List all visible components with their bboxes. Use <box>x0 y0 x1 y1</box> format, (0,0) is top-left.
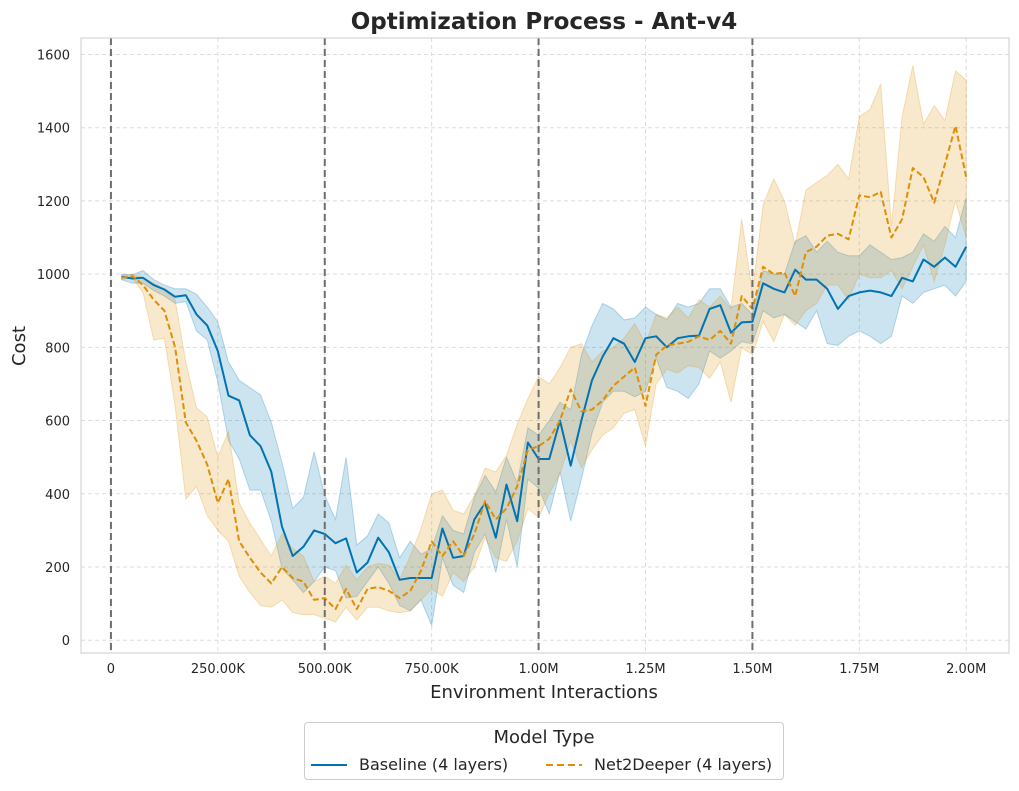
x-tick-label-2: 500.00K <box>298 662 352 677</box>
y-tick-label-0: 0 <box>62 634 70 649</box>
x-tick-labels: 0 250.00K 500.00K 750.00K 1.00M 1.25M 1.50M 1.7… <box>107 662 987 677</box>
x-tick-label-4: 1.00M <box>518 662 558 677</box>
chart-title: Optimization Process - Ant-v4 <box>351 9 738 35</box>
x-tick-label-0: 0 <box>107 662 115 677</box>
x-tick-label-3: 750.00K <box>405 662 459 677</box>
y-tick-label-2: 400 <box>45 488 70 503</box>
legend-label-net2deeper: Net2Deeper (4 layers) <box>594 755 773 774</box>
x-tick-label-8: 2.00M <box>946 662 986 677</box>
y-tick-label-4: 800 <box>45 341 70 356</box>
phase-vlines <box>109 38 754 653</box>
y-tick-label-3: 600 <box>45 415 70 430</box>
legend-swatch-baseline <box>311 763 347 766</box>
x-tick-label-1: 250.00K <box>191 662 245 677</box>
legend-swatch-net2deeper <box>546 763 582 766</box>
x-tick-label-5: 1.25M <box>625 662 665 677</box>
series-lines <box>121 124 968 611</box>
legend: Model Type Baseline (4 layers) Net2Deepe… <box>304 722 784 780</box>
band-net2deeper <box>121 65 967 623</box>
legend-item-net2deeper: Net2Deeper (4 layers) <box>546 755 772 774</box>
y-axis-label: Cost <box>9 326 30 366</box>
x-tick-label-7: 1.75M <box>839 662 879 677</box>
y-tick-label-6: 1200 <box>37 195 70 210</box>
x-tick-label-6: 1.50M <box>732 662 772 677</box>
y-tick-label-1: 200 <box>45 561 70 576</box>
y-tick-labels: 0 200 400 600 800 1000 1200 1400 1600 <box>37 48 70 649</box>
legend-item-baseline: Baseline (4 layers) <box>311 755 508 774</box>
band-baseline <box>121 197 967 628</box>
line-net2deeper <box>121 124 968 611</box>
plot-frame <box>80 37 1010 654</box>
line-baseline <box>121 246 968 581</box>
y-tick-label-7: 1400 <box>37 122 70 137</box>
legend-label-baseline: Baseline (4 layers) <box>359 755 509 774</box>
y-tick-label-8: 1600 <box>37 48 70 63</box>
x-axis-label: Environment Interactions <box>430 682 658 703</box>
legend-title: Model Type <box>493 727 595 748</box>
confidence-bands <box>121 65 967 628</box>
y-tick-label-5: 1000 <box>37 268 70 283</box>
